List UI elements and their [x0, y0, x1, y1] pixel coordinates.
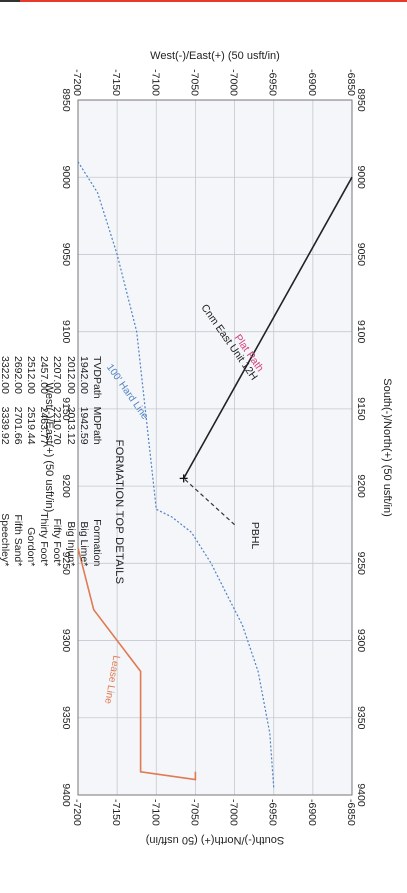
tick-label-left: -7150	[110, 69, 122, 96]
table-header-row: TVDPath MDPath Formation	[90, 352, 103, 570]
tick-label-left: -6950	[267, 69, 279, 96]
table-row: 2207.00 2210.70 Fifty Foot*	[50, 352, 63, 570]
md-cell: 2210.70	[51, 406, 64, 445]
md-cell: 2701.66	[11, 406, 24, 445]
table-row: 3322.00 3339.92 Speechley*	[0, 352, 11, 570]
plan-view-svg: 8950 9000 9050 9100 9150 9200 9250 9300 9350 9400…	[43, 50, 393, 846]
formation-cell: Gordon*	[24, 527, 37, 567]
axis-label-bottom: West(-)/East(+) (50 usft/in)	[43, 383, 55, 513]
md-cell: 1942.59	[77, 406, 90, 445]
tick-label-left: -6850	[345, 69, 357, 96]
tick-label-bottom: 9400	[60, 783, 72, 807]
tick-label-right: -7200	[71, 799, 83, 826]
tick-label-left: -7200	[71, 69, 83, 96]
table-title: FORMATION TOP DETAILS	[113, 439, 125, 585]
tvd-cell: 2692.00	[11, 356, 24, 394]
tick-label-right: -7050	[188, 799, 200, 826]
formation-cell: Fifth Sand*	[11, 514, 24, 567]
series	[77, 161, 353, 788]
tick-label-bottom: 9100	[60, 320, 72, 344]
tick-label-top: 8950	[355, 88, 367, 112]
column-header: MDPath	[91, 406, 103, 445]
tick-label-left: -7050	[188, 69, 200, 96]
md-cell: 2463.77	[38, 406, 51, 445]
tick-label-bottom: 9350	[60, 706, 72, 730]
axis-label-top: South(-)/North(+) (50 usft/in)	[381, 378, 393, 516]
tick-label-bottom: 9200	[60, 474, 72, 498]
md-cell: 2013.12	[64, 406, 77, 445]
formation-table: TVDPath MDPath Formation 1942.00 1942.59 B…	[0, 352, 103, 570]
plan-view-chart: 8950 9000 9050 9100 9150 9200 9250 9300 9350 9400…	[30, 45, 400, 850]
formation-top-details: FORMATION TOP DETAILS TVDPath MDPath For…	[0, 352, 245, 672]
formation-cell: Big Lime*	[77, 521, 90, 567]
tick-label-right: -7000	[228, 799, 240, 826]
top-rule	[0, 0, 407, 6]
tick-label-left: -7100	[149, 69, 161, 96]
series-100-hard-line	[77, 161, 275, 788]
table-body: 1942.00 1942.59 Big Lime* 2012.00 2013.12 Big…	[0, 352, 90, 570]
tick-label-top: 9400	[355, 783, 367, 807]
formation-cell: Thirty Foot*	[38, 512, 51, 567]
tick-label-bottom: 9300	[60, 629, 72, 653]
table-row: 1942.00 1942.59 Big Lime*	[77, 352, 90, 570]
series-pbhl	[183, 477, 236, 526]
tick-labels: 8950 9000 9050 9100 9150 9200 9250 9300 9350 9400…	[60, 69, 367, 826]
table-row: 2692.00 2701.66 Fifth Sand*	[11, 352, 24, 570]
table-row: 2457.00 2463.77 Thirty Foot*	[37, 352, 50, 570]
axis-label-left: West(-)/East(+) (50 usft/in)	[150, 50, 280, 62]
tick-label-left: -7000	[228, 69, 240, 96]
tick-label-right: -6900	[306, 799, 318, 826]
tick-label-top: 9300	[355, 629, 367, 653]
series-cnm-east-unit-12h	[183, 176, 353, 479]
md-cell: 3339.92	[0, 406, 11, 445]
tick-label-top: 9050	[355, 243, 367, 267]
tick-label-top: 9100	[355, 320, 367, 344]
tick-label-top: 9250	[355, 552, 367, 576]
tick-label-bottom: 8950	[60, 88, 72, 112]
tvd-cell: 2457.00	[38, 356, 51, 394]
table-row: 2012.00 2013.12 Big Injun*	[63, 352, 77, 570]
formation-cell: Fifty Foot*	[51, 518, 64, 567]
axis-label-right: South(-)/North(+) (50 usft/in)	[146, 834, 284, 846]
tick-label-bottom: 9000	[60, 166, 72, 190]
tick-label-top: 9150	[355, 397, 367, 421]
tick-label-bottom: 9250	[60, 552, 72, 576]
tvd-cell: 2207.00	[51, 356, 64, 394]
annotation-pbhl: PBHL	[249, 522, 261, 550]
column-header: Formation	[91, 519, 103, 567]
column-header: TVDPath	[91, 356, 103, 399]
tick-label-right: -6950	[267, 799, 279, 826]
table-row: 2512.00 2519.44 Gordon*	[24, 352, 37, 570]
tick-label-right: -7100	[149, 799, 161, 826]
tick-label-bottom: 9150	[60, 397, 72, 421]
tvd-cell: 2512.00	[24, 356, 37, 394]
tick-label-bottom: 9050	[60, 243, 72, 267]
tick-label-right: -7150	[110, 799, 122, 826]
tick-label-top: 9200	[355, 474, 367, 498]
series-lease-line	[77, 547, 197, 781]
plot-background	[78, 100, 352, 795]
md-cell: 2519.44	[24, 406, 37, 445]
top-rule-dark	[0, 0, 20, 2]
tvd-cell: 2012.00	[64, 356, 77, 394]
tvd-cell: 1942.00	[77, 356, 90, 394]
tick-label-top: 9000	[355, 166, 367, 190]
tvd-cell: 3322.00	[0, 356, 11, 394]
tick-label-right: -6850	[345, 799, 357, 826]
formation-cell: Speechley*	[0, 513, 11, 567]
top-rule-red	[20, 0, 407, 2]
tick-label-left: -6900	[306, 69, 318, 96]
formation-cell: Big Injun*	[64, 521, 77, 567]
tick-label-top: 9350	[355, 706, 367, 730]
plot-frame	[77, 99, 353, 796]
